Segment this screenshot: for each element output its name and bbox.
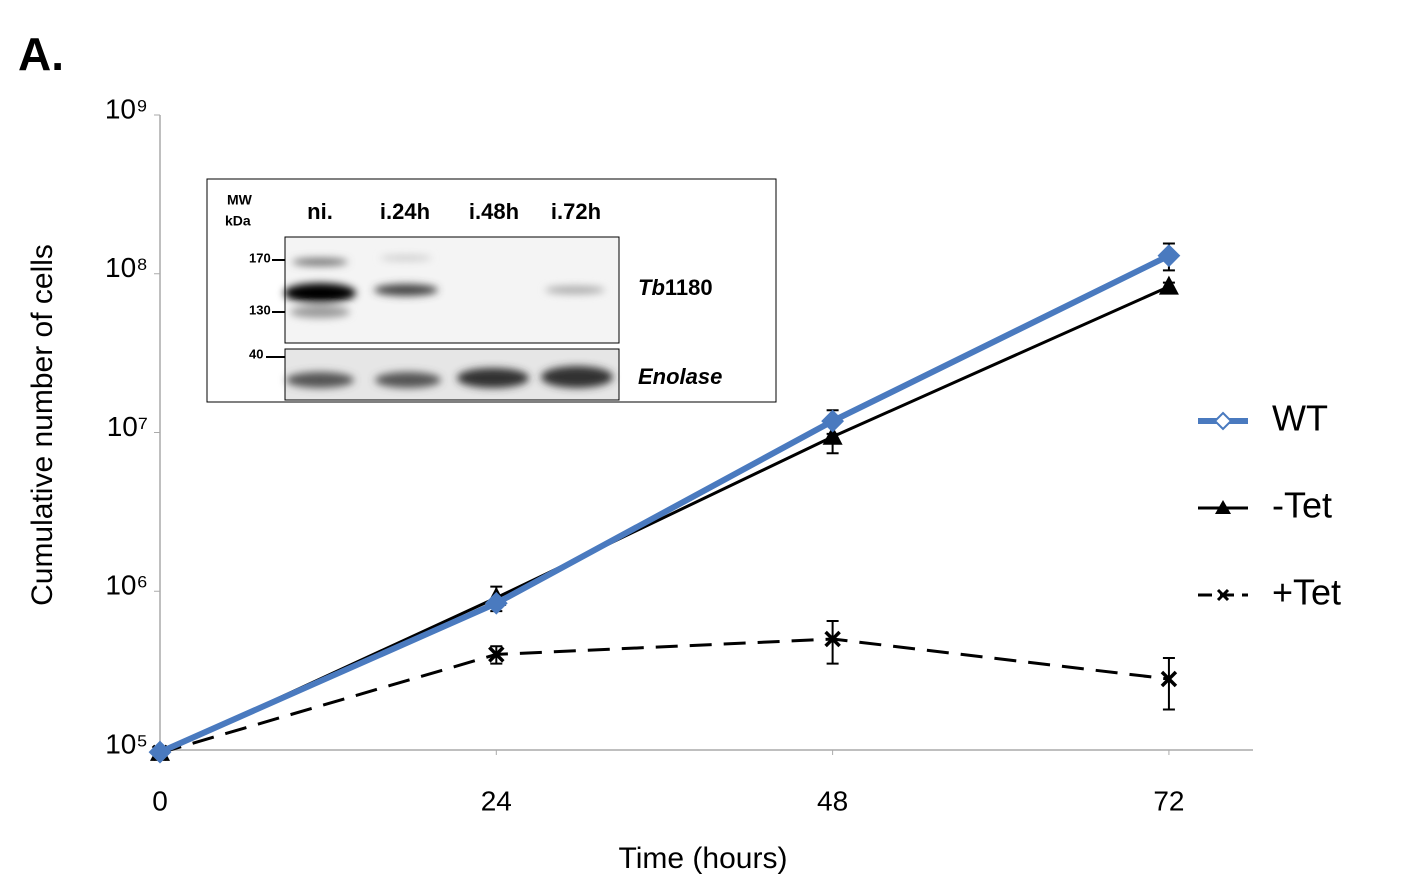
legend-label: -Tet [1272,485,1332,526]
y-axis-label: Cumulative number of cells [26,244,59,606]
legend-label: WT [1272,398,1328,439]
mw-label: kDa [225,213,251,229]
y-tick-label: 10⁵ [105,728,148,759]
inset: MW kDa ni. i.24h i.48h i.72h 170 130 40 … [207,179,776,402]
chart: A. Cumulative number of cells Time (hour… [0,0,1415,881]
target-label: Tb1180 [638,275,713,300]
panel-label: A. [18,28,64,80]
control-label: Enolase [638,364,722,389]
target-label-rest: 1180 [665,275,713,300]
legend-entry: +Tet [1198,572,1341,613]
y-tick-label: 10⁹ [105,93,148,124]
y-tick-label: 10⁸ [105,252,148,283]
lane-label: i.72h [551,199,601,224]
marker [1159,246,1179,266]
legend-entry: -Tet [1198,485,1332,526]
mw-label: MW [227,192,253,208]
marker-label: 40 [249,346,263,361]
legend-marker [1215,413,1231,429]
lane-label: ni. [307,199,333,224]
marker [1159,276,1179,295]
target-label-italic: Tb [638,275,665,300]
series-line [160,639,1169,753]
y-tick-label: 10⁶ [105,570,148,601]
marker-label: 130 [249,302,271,317]
legend-entry: WT [1198,398,1328,439]
x-axis-label: Time (hours) [619,842,788,875]
marker-label: 170 [249,250,271,265]
x-tick-label: 72 [1153,785,1184,816]
x-tick-label: 0 [152,785,168,816]
legend-label: +Tet [1272,572,1341,613]
x-tick-label: 48 [817,785,848,816]
lane-label: i.24h [380,199,430,224]
x-tick-label: 24 [481,785,512,816]
y-tick-label: 10⁷ [107,411,148,442]
lane-label: i.48h [469,199,519,224]
